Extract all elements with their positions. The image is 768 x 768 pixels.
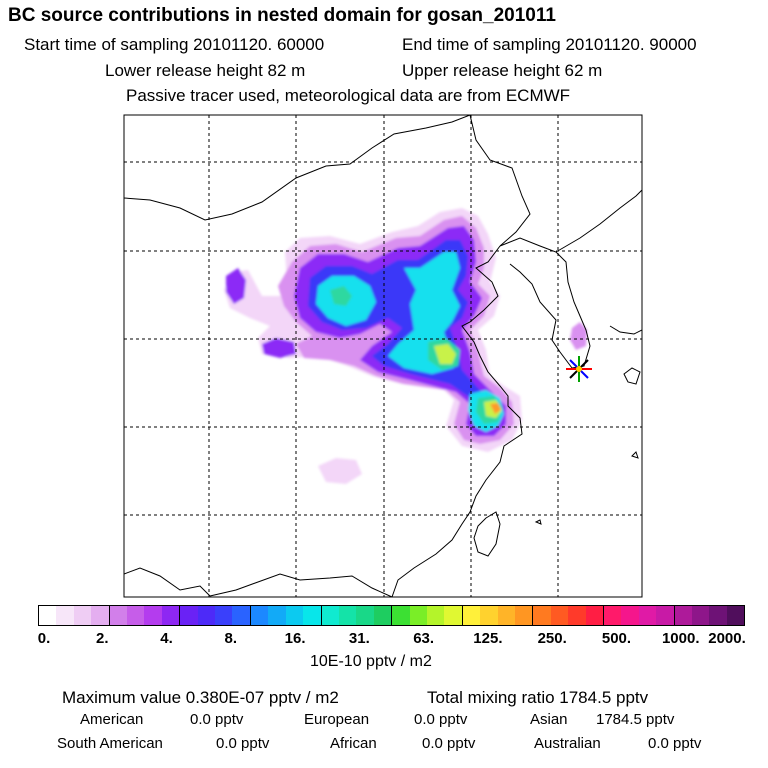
colorbar-segment bbox=[109, 606, 128, 625]
border-manchuria bbox=[469, 115, 531, 247]
colorbar-tick-label: 31. bbox=[348, 630, 370, 647]
colorbar bbox=[38, 605, 745, 626]
colorbar-segment bbox=[426, 606, 445, 625]
upper-release-label: Upper release height 62 m bbox=[402, 61, 603, 80]
coast-japan bbox=[609, 325, 642, 335]
european-label: European bbox=[304, 711, 370, 728]
colorbar-segment bbox=[638, 606, 657, 625]
plume-green-north bbox=[330, 286, 352, 306]
coastlines bbox=[124, 115, 642, 597]
tracer-note: Passive tracer used, meteorological data… bbox=[126, 86, 571, 105]
south-american-label: South American bbox=[57, 735, 163, 752]
colorbar-segment bbox=[674, 606, 693, 625]
colorbar-segment bbox=[392, 606, 410, 625]
start-time-label: Start time of sampling 20101120. 60000 bbox=[24, 35, 325, 54]
plume-west-blob bbox=[226, 268, 246, 304]
colorbar-segment bbox=[197, 606, 216, 625]
plume-yellow-central bbox=[434, 344, 456, 364]
colorbar-segment bbox=[215, 606, 233, 625]
colorbar-segment bbox=[497, 606, 515, 625]
taiwan-island bbox=[473, 511, 501, 557]
asian-label: Asian bbox=[530, 711, 568, 728]
colorbar-segment bbox=[444, 606, 463, 625]
island-ryukyu-2 bbox=[534, 519, 542, 525]
colorbar-segment bbox=[338, 606, 357, 625]
colorbar-segment bbox=[604, 606, 622, 625]
colorbar-segment bbox=[373, 606, 393, 625]
colorbar-segment bbox=[73, 606, 92, 625]
colorbar-tick-label: 1000. bbox=[661, 630, 700, 647]
island-ryukyu-1 bbox=[631, 451, 639, 459]
colorbar-segment bbox=[514, 606, 534, 625]
colorbar-segment bbox=[321, 606, 339, 625]
colorbar-segment bbox=[303, 606, 322, 625]
plume-east-spot bbox=[570, 322, 587, 350]
colorbar-tick-label: 63. bbox=[413, 630, 435, 647]
african-label: African bbox=[330, 735, 377, 752]
colorbar-segment bbox=[127, 606, 145, 625]
coast-bohai bbox=[391, 245, 523, 597]
colorbar-segment bbox=[709, 606, 727, 625]
lower-release-label: Lower release height 82 m bbox=[105, 61, 306, 80]
colorbar-segment bbox=[144, 606, 162, 625]
colorbar-tick-label: 2000. bbox=[708, 630, 746, 647]
colorbar-tick-label: 2. bbox=[96, 630, 109, 647]
graticule bbox=[124, 115, 642, 597]
colorbar-tick-label: 8. bbox=[224, 630, 238, 647]
american-value: 0.0 pptv bbox=[190, 711, 244, 728]
coast-kyushu bbox=[623, 367, 641, 385]
colorbar-tick-label: 16. bbox=[284, 630, 306, 647]
colorbar-segment bbox=[180, 606, 198, 625]
colorbar-segment bbox=[480, 606, 498, 625]
colorbar-segment bbox=[91, 606, 110, 625]
colorbar-segment bbox=[39, 606, 57, 625]
colorbar-segment bbox=[568, 606, 586, 625]
australian-label: Australian bbox=[534, 735, 601, 752]
border-mongolia bbox=[124, 115, 471, 221]
colorbar-segment bbox=[656, 606, 675, 625]
asian-value: 1784.5 pptv bbox=[596, 711, 675, 728]
colorbar-tick-label: 250. bbox=[537, 630, 567, 647]
colorbar-segment bbox=[533, 606, 551, 625]
european-value: 0.0 pptv bbox=[414, 711, 468, 728]
end-time-label: End time of sampling 20101120. 90000 bbox=[402, 35, 697, 54]
colorbar-segment bbox=[161, 606, 181, 625]
australian-value: 0.0 pptv bbox=[648, 735, 702, 752]
coast-korea-east bbox=[555, 189, 642, 253]
colorbar-tick-label: 500. bbox=[601, 630, 632, 647]
plume-orange-peak bbox=[490, 403, 501, 414]
plume-west-strip bbox=[262, 338, 296, 358]
total-mixing-label: Total mixing ratio 1784.5 pptv bbox=[427, 688, 649, 707]
american-label: American bbox=[80, 711, 144, 728]
colorbar-tick-label: 4. bbox=[160, 630, 173, 647]
colorbar-units: 10E-10 pptv / m2 bbox=[310, 653, 432, 670]
colorbar-segment bbox=[409, 606, 427, 625]
colorbar-tick-label: 0. bbox=[37, 630, 51, 647]
colorbar-segment bbox=[250, 606, 269, 625]
map-frame bbox=[123, 114, 643, 598]
max-value-label: Maximum value 0.380E-07 pptv / m2 bbox=[62, 688, 339, 707]
colorbar-tick-label: 125. bbox=[473, 630, 503, 647]
plume-south-patch bbox=[318, 458, 362, 484]
colorbar-segment bbox=[726, 606, 745, 625]
african-value: 0.0 pptv bbox=[422, 735, 476, 752]
plume-layer bbox=[224, 208, 587, 484]
page-title: BC source contributions in nested domain… bbox=[8, 5, 556, 26]
colorbar-segment bbox=[285, 606, 304, 625]
receptor-star-marker bbox=[566, 356, 592, 382]
colorbar-segment bbox=[692, 606, 710, 625]
south-american-value: 0.0 pptv bbox=[216, 735, 270, 752]
colorbar-segment bbox=[56, 606, 74, 625]
border-west bbox=[124, 567, 211, 597]
colorbar-segment bbox=[585, 606, 604, 625]
coast-south bbox=[209, 573, 393, 597]
colorbar-segment bbox=[550, 606, 569, 625]
colorbar-segment bbox=[268, 606, 286, 625]
colorbar-segment bbox=[232, 606, 251, 625]
colorbar-segment bbox=[621, 606, 639, 625]
colorbar-segment bbox=[356, 606, 374, 625]
colorbar-segment bbox=[462, 606, 481, 625]
